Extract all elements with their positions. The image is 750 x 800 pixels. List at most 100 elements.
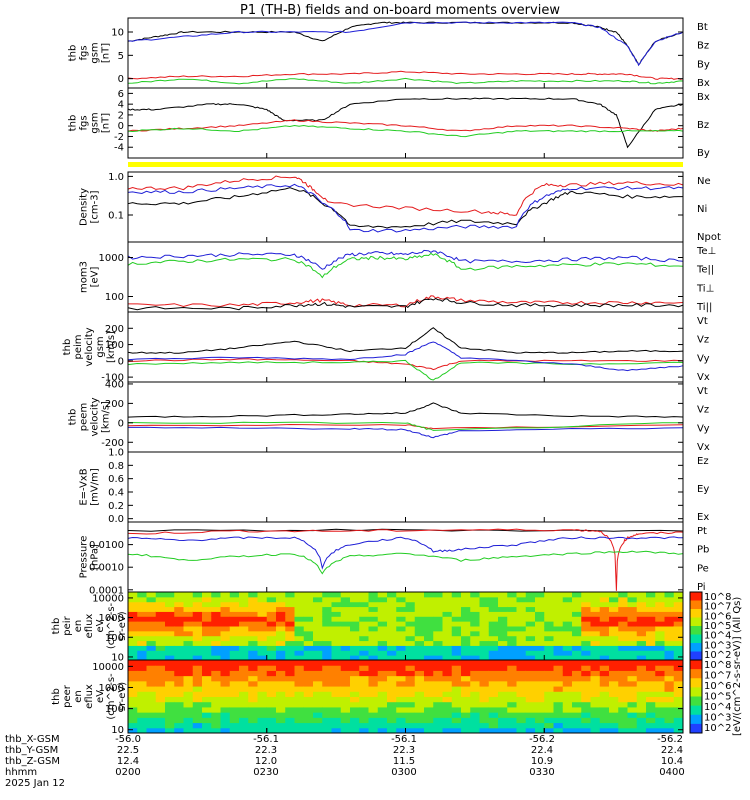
spectrogram-cell: [303, 701, 314, 708]
spectrogram-cell: [479, 660, 490, 666]
spectrogram-cell: [211, 611, 221, 617]
spectrogram-cell: [609, 717, 619, 724]
spectrogram-cell: [257, 626, 268, 632]
spectrogram-cell: [192, 691, 203, 697]
spectrogram-cell: [303, 621, 314, 627]
spectrogram-cell: [479, 670, 490, 677]
y-tick-label: 10000: [92, 593, 124, 604]
spectrogram-cell: [627, 701, 638, 708]
spectrogram-cell: [368, 592, 379, 598]
spectrogram-cell: [627, 626, 638, 632]
spectrogram-cell: [488, 592, 499, 598]
spectrogram-cell: [155, 635, 166, 642]
y-axis-label: eflux: [84, 614, 95, 639]
spectrogram-cell: [165, 712, 175, 718]
spectrogram-cell: [498, 680, 508, 687]
spectrogram-cell: [618, 626, 628, 632]
spectrogram-cell: [646, 675, 656, 682]
spectrogram-cell: [331, 630, 342, 637]
spectrogram-cell: [562, 727, 573, 734]
spectrogram-cell: [424, 712, 434, 718]
spectrogram-cell: [183, 712, 194, 718]
spectrogram-cell: [322, 665, 332, 671]
spectrogram-cell: [507, 616, 517, 622]
y-tick-label: 0.0001: [89, 585, 124, 596]
spectrogram-cell: [211, 717, 221, 724]
spectrogram-cell: [590, 611, 601, 617]
spectrogram-cell: [368, 665, 379, 671]
y-axis-label: thb: [68, 45, 79, 62]
spectrogram-cell: [451, 660, 462, 666]
spectrogram-cell: [405, 650, 416, 656]
x-tick-label: 11.5: [393, 756, 415, 767]
spectrogram-cell: [146, 686, 157, 692]
spectrogram-cell: [636, 626, 647, 632]
spectrogram-cell: [165, 696, 175, 703]
spectrogram-cell: [673, 616, 684, 622]
spectrogram-cell: [340, 691, 351, 697]
spectrogram-cell: [165, 592, 175, 598]
spectrogram-cell: [664, 601, 675, 608]
spectrogram-cell: [433, 686, 443, 692]
spectrogram-cell: [590, 696, 601, 703]
spectrogram-cell: [239, 696, 249, 703]
spectrogram-cell: [535, 686, 545, 692]
spectrogram-cell: [396, 670, 406, 677]
spectrogram-cell: [220, 691, 231, 697]
spectrogram-cell: [442, 611, 453, 617]
spectrogram-cell: [424, 592, 434, 598]
spectrogram-cell: [636, 601, 647, 608]
spectrogram-cell: [248, 592, 258, 598]
spectrogram-cell: [220, 675, 231, 682]
spectrogram-cell: [433, 611, 443, 617]
spectrogram-cell: [248, 611, 258, 617]
y-axis-label: eV: [95, 619, 106, 632]
spectrogram-cell: [377, 640, 388, 646]
spectrogram-cell: [387, 717, 397, 724]
y-tick-label: 0: [118, 418, 124, 429]
spectrogram-cell: [636, 691, 647, 697]
spectrogram-cell: [488, 675, 499, 682]
spectrogram-cell: [192, 717, 203, 724]
spectrogram-cell: [562, 686, 573, 692]
spectrogram-cell: [553, 696, 564, 703]
spectrogram-cell: [396, 606, 406, 612]
colorbar-tick-label: 10^8: [704, 660, 731, 671]
spectrogram-cell: [581, 722, 591, 729]
spectrogram-cell: [525, 701, 536, 708]
plot-title: P1 (TH-B) fields and on-board moments ov…: [240, 3, 560, 18]
spectrogram-cell: [405, 645, 416, 651]
spectrogram-cell: [590, 660, 601, 666]
spectrogram-cell: [331, 691, 342, 697]
spectrogram-cell: [627, 660, 638, 666]
spectrogram-cell: [424, 670, 434, 677]
spectrogram-cell: [396, 696, 406, 703]
spectrogram-cell: [405, 630, 416, 637]
spectrogram-cell: [322, 706, 332, 713]
spectrogram-cell: [581, 621, 591, 627]
spectrogram-cell: [470, 650, 480, 656]
spectrogram-cell: [229, 706, 240, 713]
spectrogram-cell: [377, 660, 388, 666]
spectrogram-cell: [562, 616, 573, 622]
spectrogram-cell: [257, 696, 268, 703]
spectrogram-cell: [285, 635, 295, 642]
spectrogram-cell: [322, 630, 332, 637]
spectrogram-cell: [192, 712, 203, 718]
legend-item: Bz: [697, 120, 709, 131]
spectrogram-cell: [581, 696, 591, 703]
spectrogram-cell: [442, 691, 453, 697]
spectrogram-cell: [146, 601, 157, 608]
spectrogram-cell: [535, 675, 545, 682]
spectrogram-cell: [433, 630, 443, 637]
spectrogram-cell: [276, 601, 286, 608]
spectrogram-cell: [313, 645, 323, 651]
y-tick-label: 0.0100: [89, 540, 124, 551]
spectrogram-cell: [609, 596, 619, 603]
spectrogram-cell: [516, 645, 527, 651]
spectrogram-cell: [451, 630, 462, 637]
spectrogram-cell: [183, 727, 194, 734]
spectrogram-cell: [562, 611, 573, 617]
